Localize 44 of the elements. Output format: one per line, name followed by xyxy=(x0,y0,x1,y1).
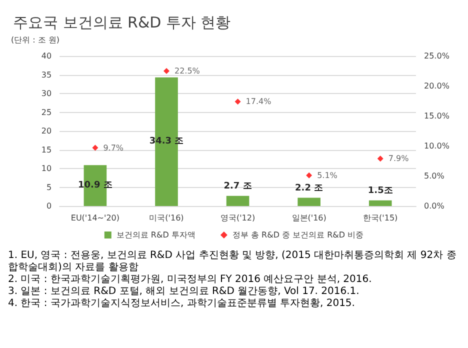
data-label: 5.1% xyxy=(317,170,338,180)
y-tick-label: 5 xyxy=(46,182,52,192)
x-tick-label: 영국('12) xyxy=(220,214,256,222)
data-label: 2.7 조 xyxy=(224,181,252,192)
text: 3. 일본 : 보건의료 R&D 포털, 해외 보건의료 R&D 월간동향, Vol 17. 2016.1. xyxy=(8,286,360,298)
text: 4. 한국 : 국가과학기술지식정보서비스, 과학기술표준분류별 투자현황, 2015. xyxy=(8,298,356,310)
point xyxy=(377,156,384,162)
y-axis-title: (단위 : 조 원) xyxy=(10,36,60,44)
bar xyxy=(298,198,320,206)
bar xyxy=(226,196,250,206)
x-tick-label: 일본('16) xyxy=(292,214,326,222)
point xyxy=(306,172,312,178)
data-label: 1.5조 xyxy=(368,186,393,196)
text: 1. EU, 영국 : 전용웅, 보건의료 R&D 사업 추진현황 및 방향, (2015 대한마취통증의학회 제 92차 종합학술대회)의 자료를 활용함 xyxy=(8,250,458,274)
y2-tick-label: 5.0% xyxy=(424,172,445,180)
x-tick-label: 한국('15) xyxy=(363,214,398,222)
data-label: 7.9% xyxy=(388,154,410,164)
x-tick-label: 미국('16) xyxy=(149,214,184,222)
y2-tick-label: 10.0% xyxy=(424,142,450,150)
chart-title: 주요국 보건의료 R&D 투자 현황 xyxy=(13,14,231,32)
y2-tick-label: 25.0% xyxy=(424,52,450,60)
point xyxy=(92,144,98,151)
x-tick-label: EU('14~'20) xyxy=(70,214,120,222)
legend-label: 보건의료 R&D 투자액 xyxy=(116,230,196,240)
y-tick-label: 35 xyxy=(41,70,52,80)
y-tick-label: 15 xyxy=(41,145,52,154)
point xyxy=(163,68,170,74)
y-tick-label: 25 xyxy=(41,108,52,117)
y-tick-label: 10 xyxy=(41,164,52,173)
y2-tick-label: 0.0% xyxy=(424,202,445,210)
y-tick-label: 30 xyxy=(41,89,52,98)
y-tick-label: 0 xyxy=(46,202,52,210)
point xyxy=(234,98,241,105)
bar xyxy=(368,200,392,206)
legend-label: 정부 총 R&D 중 보건의료 R&D 비중 xyxy=(232,230,364,240)
data-label: 17.4% xyxy=(246,97,272,106)
y2-tick-label: 15.0% xyxy=(424,112,450,120)
data-label: 9.7% xyxy=(103,143,124,152)
data-label: 22.5% xyxy=(174,66,200,76)
y-tick-label: 20 xyxy=(41,126,52,136)
y-tick-label: 40 xyxy=(41,52,52,60)
text: 2. 미국 : 한국과학기술기획평가원, 미국정부의 FY 2016 예산요구안 분석, 2016. xyxy=(8,274,373,286)
y2-tick-label: 20.0% xyxy=(424,82,450,90)
data-label: 2.2 조 xyxy=(295,183,324,194)
